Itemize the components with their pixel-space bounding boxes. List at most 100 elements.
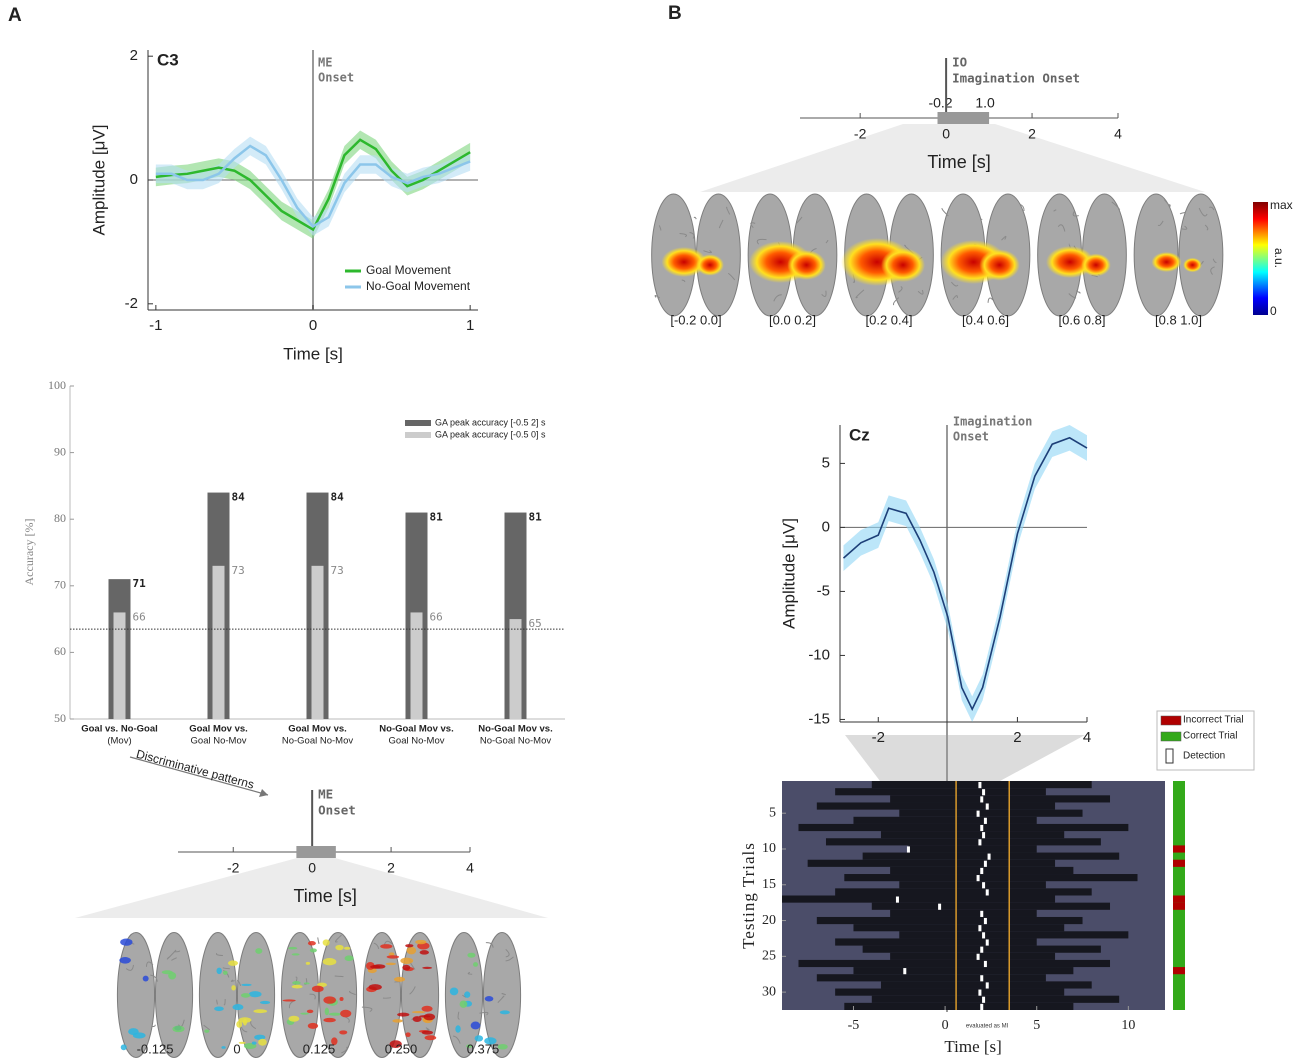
sulcus xyxy=(479,1011,489,1016)
trial-window xyxy=(835,938,1037,946)
sulcus xyxy=(215,952,223,957)
value-label: 71 xyxy=(133,577,147,590)
sulcus xyxy=(348,990,356,996)
activation xyxy=(238,1041,246,1044)
activation xyxy=(392,1019,403,1023)
trial-window xyxy=(835,888,1092,896)
trial-window xyxy=(825,838,1101,846)
activation xyxy=(339,996,344,1002)
activation xyxy=(282,999,296,1002)
trial-window xyxy=(853,816,1037,824)
sulcus xyxy=(250,1020,257,1030)
activation xyxy=(455,1025,461,1033)
activation xyxy=(305,961,311,965)
x-tick-label: 2 xyxy=(1028,126,1036,142)
value-label: 84 xyxy=(232,491,246,504)
map-label: -0.125 xyxy=(137,1041,174,1056)
sulcus xyxy=(898,286,903,293)
activation xyxy=(466,1044,473,1048)
activation xyxy=(484,1037,497,1045)
activation xyxy=(497,1043,508,1050)
zoom-fan xyxy=(845,735,1085,781)
sulcus xyxy=(950,281,959,287)
activation xyxy=(292,981,301,985)
detection xyxy=(978,989,982,996)
sulcus xyxy=(855,289,865,299)
map-label: 0 xyxy=(233,1041,240,1056)
bar xyxy=(311,565,324,719)
annotation: ME xyxy=(318,787,333,802)
y-axis-label: Accuracy [%] xyxy=(22,519,36,586)
hemisphere xyxy=(116,932,156,1058)
activation xyxy=(1183,257,1202,273)
brain-map xyxy=(1133,193,1224,317)
activation xyxy=(119,957,131,964)
y-axis-label: Amplitude [μV] xyxy=(89,125,108,236)
brain-map xyxy=(841,193,934,317)
activation xyxy=(288,1015,300,1022)
legend-swatch xyxy=(1160,715,1182,726)
activation xyxy=(412,1016,422,1022)
y-tick-label: 2 xyxy=(130,47,138,64)
y-tick-label: 60 xyxy=(54,644,66,658)
value-label: 81 xyxy=(529,511,543,524)
activation xyxy=(421,1005,433,1012)
detection xyxy=(982,882,986,889)
y-axis-label: Amplitude [μV] xyxy=(779,518,798,629)
activation xyxy=(331,1037,338,1046)
detection xyxy=(980,867,984,875)
activation xyxy=(204,1029,210,1033)
legend-label: Goal Movement xyxy=(366,263,451,277)
activation xyxy=(422,966,433,969)
activation xyxy=(405,944,414,948)
activation xyxy=(120,938,133,946)
x-tick-label: No-Goal Mov vs. xyxy=(379,724,453,735)
brain-map xyxy=(280,932,358,1058)
series-line xyxy=(842,436,1088,712)
activation xyxy=(221,1046,226,1049)
sulcus xyxy=(223,999,226,1006)
activation xyxy=(499,1010,510,1015)
detection xyxy=(978,782,982,789)
chart-title: Cz xyxy=(849,425,870,444)
activation xyxy=(216,967,222,975)
x-axis-label: Time [s] xyxy=(283,344,343,363)
activation xyxy=(424,1035,437,1041)
sulcus xyxy=(681,279,686,283)
x-tick-label: 2 xyxy=(1013,729,1021,746)
trial-window xyxy=(782,895,1056,903)
activation xyxy=(386,955,400,959)
y-tick-label: 50 xyxy=(54,711,66,725)
x-tick-label: 0 xyxy=(309,317,317,334)
sulcus xyxy=(1111,201,1121,210)
activation xyxy=(311,985,324,993)
y-tick-label: 0 xyxy=(822,518,830,535)
detection xyxy=(982,932,986,939)
legend-swatch xyxy=(405,432,431,438)
x-tick-label: No-Goal No-Mov xyxy=(480,736,552,747)
sulcus xyxy=(341,1046,348,1054)
sulcus xyxy=(497,995,505,1003)
legend-swatch xyxy=(1160,731,1182,742)
detection xyxy=(980,824,984,832)
x-tick-label: Goal vs. No-Goal xyxy=(81,724,158,735)
activation xyxy=(1046,246,1094,278)
value-label: 73 xyxy=(232,564,245,577)
activation xyxy=(307,941,316,946)
y-tick-label: 80 xyxy=(54,511,66,525)
brain-map xyxy=(651,193,741,317)
hemisphere xyxy=(1178,193,1224,317)
sulcus xyxy=(317,937,320,944)
activation xyxy=(322,939,330,946)
sulcus xyxy=(361,1006,373,1013)
sulcus xyxy=(335,934,342,943)
hemisphere xyxy=(154,932,194,1058)
activation xyxy=(380,944,393,949)
activation xyxy=(449,987,459,996)
activation xyxy=(474,1035,484,1042)
series-line xyxy=(155,144,471,229)
annotation: Onset xyxy=(318,71,354,85)
x-tick-label: -5 xyxy=(848,1018,860,1033)
arrow-head xyxy=(259,789,268,797)
value-label: 84 xyxy=(331,491,345,504)
